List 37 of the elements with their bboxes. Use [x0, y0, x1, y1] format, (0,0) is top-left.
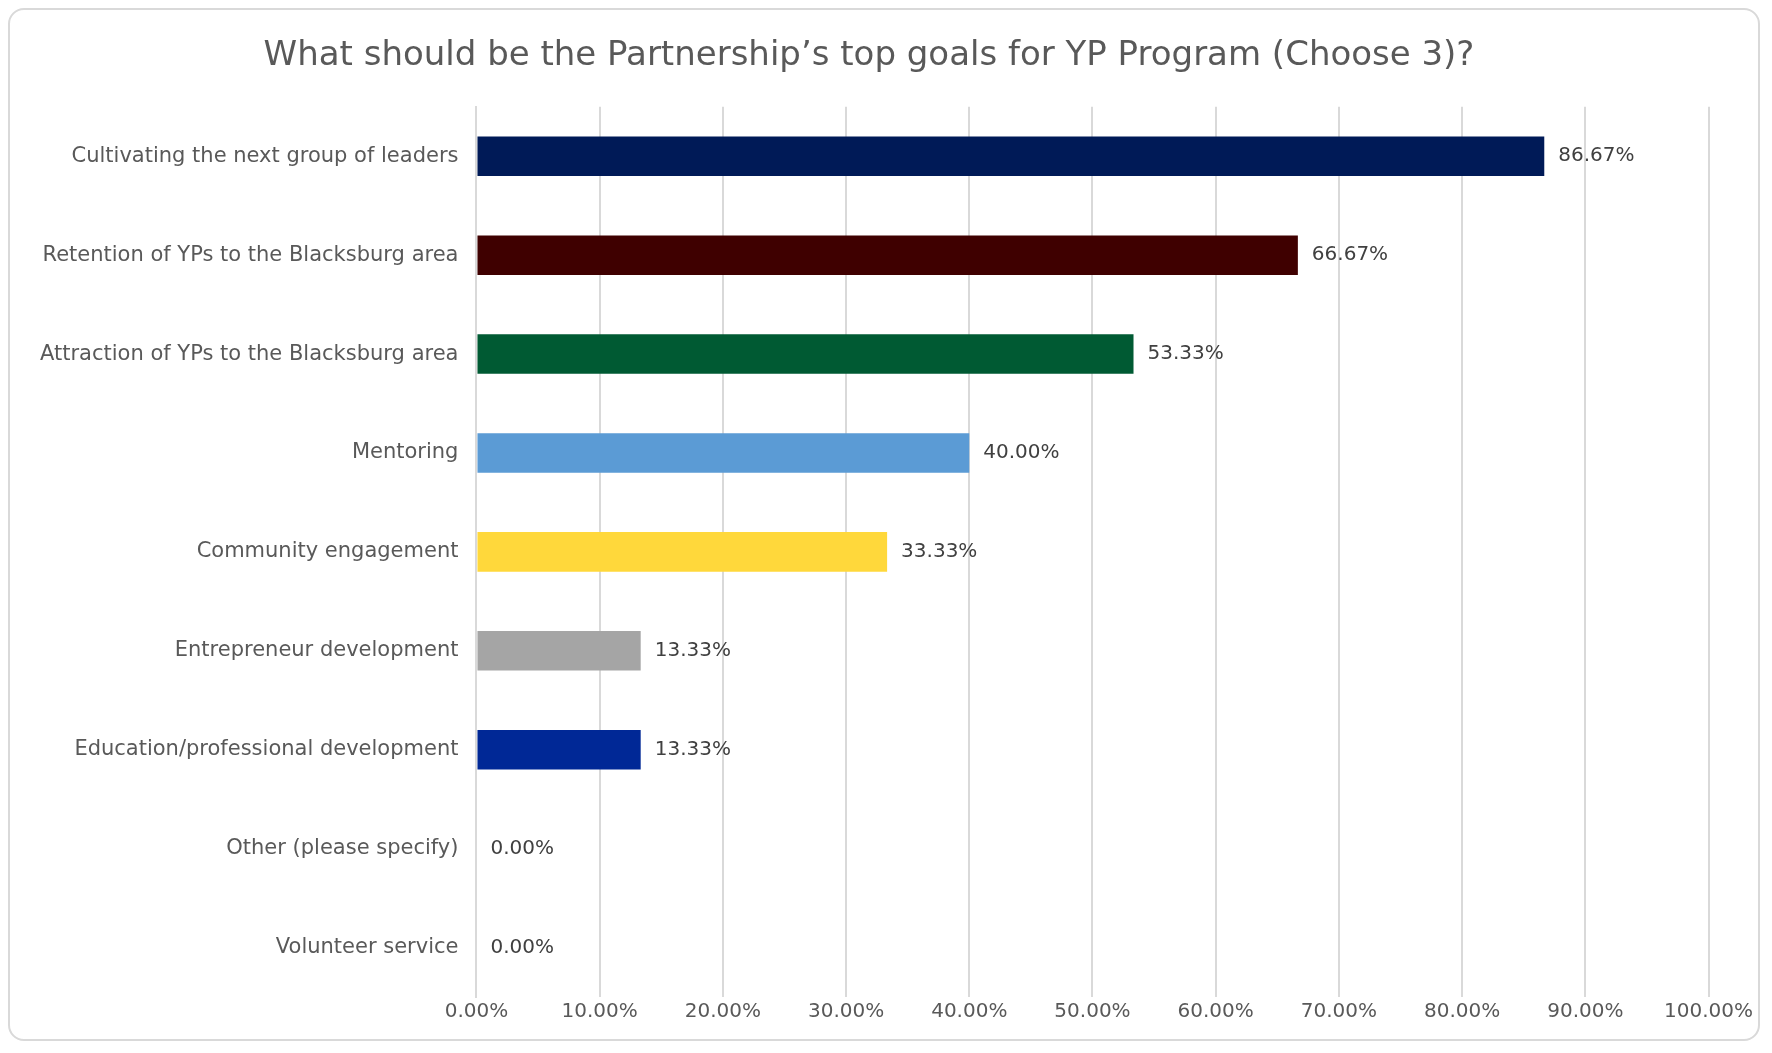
- x-tick-label: 100.00%: [1664, 998, 1753, 1023]
- y-tick-label: Community engagement: [196, 538, 459, 563]
- data-label: 13.33%: [654, 735, 731, 760]
- bar: [477, 729, 641, 770]
- y-tick-label: Education/professional development: [74, 736, 459, 761]
- bar: [477, 532, 888, 572]
- data-label: 86.67%: [1558, 142, 1635, 167]
- data-label: 53.33%: [1147, 340, 1224, 365]
- x-tick-label: 0.00%: [444, 998, 509, 1023]
- y-tick-label: Retention of YPs to the Blacksburg area: [42, 241, 459, 266]
- data-label: 13.33%: [654, 637, 731, 662]
- y-tick-label: Other (please specify): [226, 835, 459, 860]
- y-tick-label: Volunteer service: [275, 934, 459, 958]
- data-label: 40.00%: [983, 439, 1060, 464]
- data-label: 66.67%: [1311, 241, 1389, 266]
- bar: [477, 235, 1298, 275]
- bar: [477, 433, 970, 473]
- x-tick-label: 10.00%: [561, 998, 638, 1023]
- x-tick-label: 30.00%: [807, 998, 885, 1023]
- x-tick-label: 50.00%: [1054, 998, 1131, 1023]
- bar: [477, 334, 1134, 374]
- x-tick-label: 20.00%: [684, 998, 761, 1023]
- data-label: 0.00%: [490, 834, 555, 859]
- bar: [477, 136, 1545, 177]
- data-label: 33.33%: [901, 538, 978, 563]
- x-tick-label: 60.00%: [1177, 998, 1254, 1023]
- x-tick-label: 90.00%: [1547, 998, 1624, 1023]
- bar: [477, 631, 641, 671]
- y-tick-label: Mentoring: [351, 439, 459, 464]
- y-tick-label: Attraction of YPs to the Blacksburg area: [39, 340, 459, 365]
- x-tick-label: 80.00%: [1423, 998, 1501, 1023]
- chart-title: What should be the Partnership’s top goals for YP Program (Choose 3)?: [263, 33, 1475, 74]
- data-label: 0.00%: [490, 933, 555, 958]
- x-tick-label: 40.00%: [931, 998, 1008, 1023]
- y-tick-label: Entrepreneur development: [174, 637, 459, 662]
- y-tick-label: Cultivating the next group of leaders: [71, 142, 459, 167]
- x-tick-label: 70.00%: [1300, 998, 1378, 1023]
